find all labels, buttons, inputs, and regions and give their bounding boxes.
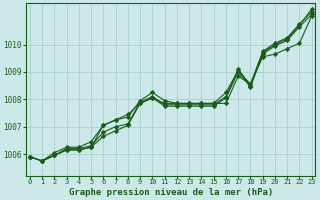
X-axis label: Graphe pression niveau de la mer (hPa): Graphe pression niveau de la mer (hPa): [69, 188, 273, 197]
